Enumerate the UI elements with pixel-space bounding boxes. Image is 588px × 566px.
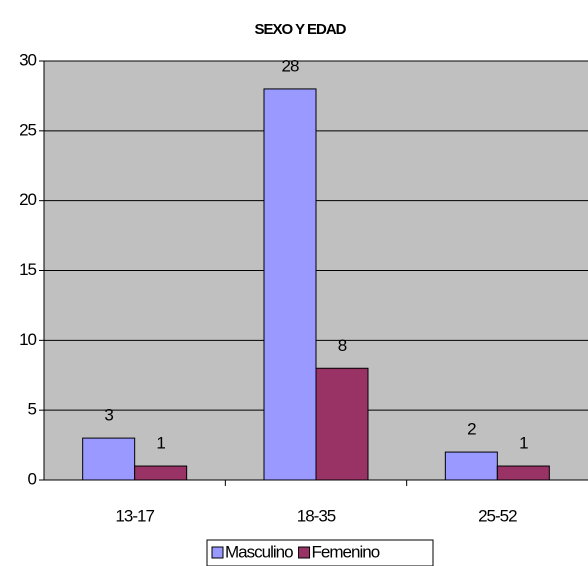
x-tick-label: 13-17 xyxy=(115,506,154,525)
x-tick-label: 18-35 xyxy=(297,506,336,525)
y-tick-label: 25 xyxy=(19,120,36,139)
data-label: 3 xyxy=(104,406,113,425)
data-label: 8 xyxy=(338,336,347,355)
bar xyxy=(134,465,188,481)
chart-title: SEXO Y EDAD xyxy=(255,21,347,38)
bar xyxy=(263,88,317,481)
legend-label: Masculino xyxy=(225,542,293,561)
legend-box xyxy=(206,539,434,566)
y-tick-label: 15 xyxy=(19,260,36,279)
y-tick-label: 30 xyxy=(19,50,36,69)
data-label: 28 xyxy=(282,56,299,75)
data-label: 1 xyxy=(156,434,165,453)
data-label: 2 xyxy=(467,420,476,439)
data-label: 1 xyxy=(519,434,528,453)
legend-swatch xyxy=(298,546,311,559)
bar xyxy=(82,437,136,481)
y-tick-label: 10 xyxy=(19,330,36,349)
legend-label: Femenino xyxy=(312,542,380,561)
y-tick-label: 0 xyxy=(28,469,37,488)
legend-swatch xyxy=(211,546,224,559)
bar xyxy=(496,465,550,481)
y-tick-label: 5 xyxy=(28,400,37,419)
bar xyxy=(444,451,498,481)
x-tick-label: 25-52 xyxy=(478,506,517,525)
y-tick-label: 20 xyxy=(19,190,36,209)
bar xyxy=(315,367,369,481)
